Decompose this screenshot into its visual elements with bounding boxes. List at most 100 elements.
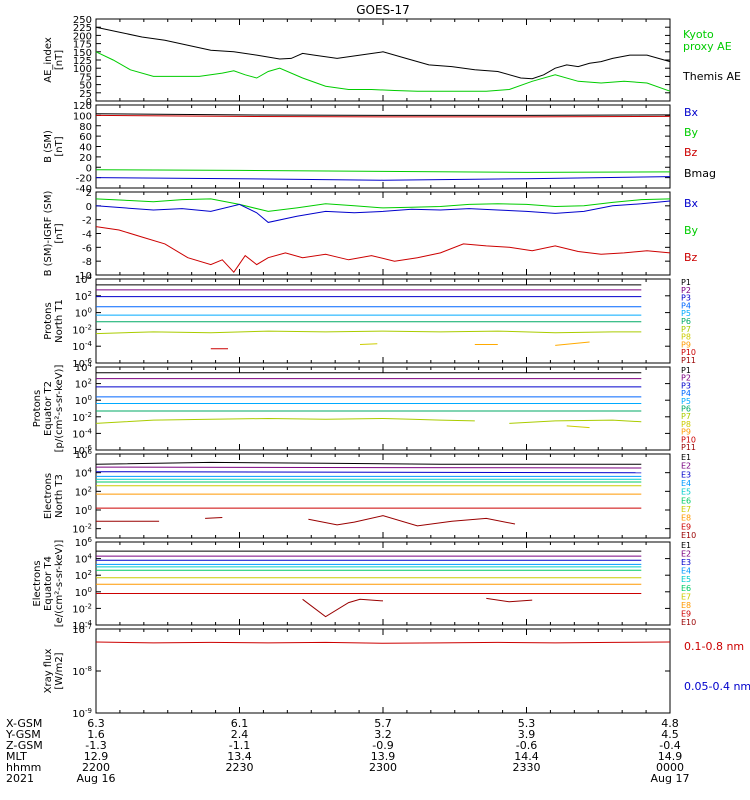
panel-frame [95, 541, 671, 626]
y-tick-label: 10-8 [72, 665, 92, 678]
y-tick-label: 104 [75, 273, 93, 286]
y-tick-label: 10-4 [72, 427, 92, 440]
legend-entry: E2 [681, 462, 691, 471]
y-tick-label: 10-7 [72, 623, 92, 636]
series-line-bx [95, 200, 671, 223]
legend-entry: P7 [681, 325, 691, 334]
panel-bres: -10 -8 -6 -4 -2 0 2 B (SM)-IGRF (SM) [nT] Bx By Bz [43, 188, 699, 282]
panel-frame [95, 366, 671, 451]
legend-entry: 0.05-0.4 nm [684, 680, 750, 693]
x-tick-label: 14.4 [514, 750, 539, 763]
legend-entry: P3 [681, 381, 691, 390]
legend-entry: P5 [681, 397, 691, 406]
legend-entry: E4 [681, 567, 691, 576]
y-axis-label: [nT] [54, 136, 65, 156]
y-tick-label: 0 [86, 202, 92, 213]
series-line-themis-ae [95, 26, 671, 80]
y-tick-label: 50 [79, 81, 92, 92]
series-line-bmag [95, 113, 671, 116]
legend-entry: E8 [681, 601, 691, 610]
y-axis-label: Electrons [43, 473, 54, 519]
x-tick-label: 4.8 [661, 717, 679, 730]
series-line-by [95, 169, 671, 173]
legend-entry: P3 [681, 294, 691, 303]
y-axis-label: North T1 [54, 299, 65, 343]
legend-entry: Bmag [684, 167, 716, 180]
panel-pn: 10-6 10-4 10-2 100 102 104 Protons North T1 P1P2… [43, 273, 696, 370]
x-row-label: 2021 [6, 772, 34, 785]
y-tick-label: 0 [86, 97, 92, 108]
legend-entry: P2 [681, 374, 691, 383]
legend-entry: E3 [681, 470, 691, 479]
x-tick-label: 3.2 [374, 728, 392, 741]
x-tick-label: 13.4 [227, 750, 252, 763]
x-row-label: MLT [6, 750, 27, 763]
legend-entry: E3 [681, 558, 691, 567]
x-tick-label: 13.9 [371, 750, 396, 763]
y-tick-label: 225 [73, 23, 92, 34]
legend-entry: P9 [681, 340, 691, 349]
legend-entry: E10 [681, 618, 696, 627]
x-row-label: X-GSM [6, 717, 42, 730]
series-line-bx [95, 176, 671, 181]
legend-entry: P8 [681, 420, 691, 429]
series-line-p9 [555, 341, 590, 346]
x-tick-label: -1.1 [229, 739, 250, 752]
legend-entry: proxy AE [683, 40, 732, 53]
chart-title: GOES-17 [356, 3, 410, 17]
x-tick-label: 6.3 [87, 717, 105, 730]
legend-entry: E1 [681, 541, 691, 550]
y-tick-label: 75 [79, 72, 92, 83]
x-tick-label: -0.4 [659, 739, 680, 752]
x-tick-label: 12.9 [84, 750, 109, 763]
panel-frame [95, 278, 671, 364]
series-line-e1 [95, 461, 642, 465]
legend-entry: Kyoto [683, 28, 714, 41]
series-line-kyoto-proxy-ae [95, 51, 671, 92]
x-tick-label: 5.3 [518, 717, 536, 730]
y-tick-label: 200 [73, 31, 92, 42]
legend-entry: Bx [684, 197, 699, 210]
legend-entry: E5 [681, 575, 691, 584]
legend-entry: P1 [681, 278, 691, 287]
y-axis-label: [e/(cm²-s-sr-keV)] [54, 540, 65, 628]
legend-entry: E7 [681, 505, 691, 514]
x-tick-label: 4.5 [661, 728, 679, 741]
y-tick-label: 10-6 [72, 444, 92, 457]
legend-entry: P8 [681, 333, 691, 342]
y-tick-label: 10-2 [72, 411, 92, 424]
y-tick-label: 104 [75, 467, 93, 480]
panel-frame [95, 453, 671, 539]
legend-entry: P1 [681, 366, 691, 375]
y-tick-label: 60 [79, 132, 92, 143]
legend-entry: P11 [681, 443, 696, 452]
y-axis-label: North T3 [54, 474, 65, 518]
x-row-label: hhmm [6, 761, 41, 774]
x-tick-label: 14.9 [658, 750, 683, 763]
series-line-p7 [509, 419, 642, 424]
x-tick-label: 2200 [82, 761, 110, 774]
x-tick-label: 0000 [656, 761, 684, 774]
y-tick-label: 100 [75, 504, 92, 517]
y-tick-label: 25 [79, 89, 92, 100]
y-tick-label: 20 [79, 153, 92, 164]
panel-xray: 10-9 10-8 10-7 Xray flux [W/m2] 0.1-0.8 nm 0.0… [43, 623, 750, 720]
panel-frame [95, 191, 671, 276]
series-line-p8 [359, 343, 378, 345]
y-axis-label: [nT] [54, 223, 65, 243]
legend-entry: P11 [681, 356, 696, 365]
y-tick-label: 40 [79, 143, 92, 154]
series-line-p8 [566, 425, 590, 429]
y-tick-label: 0 [86, 163, 92, 174]
legend-entry: E8 [681, 514, 691, 523]
series-line-by [95, 198, 671, 212]
y-tick-label: 150 [73, 48, 92, 59]
legend-entry: P4 [681, 301, 691, 310]
legend-entry: E6 [681, 496, 691, 505]
legend-entry: P5 [681, 309, 691, 318]
series-line-e10 [308, 515, 516, 527]
legend-entry: P2 [681, 286, 691, 295]
legend-entry: E10 [681, 531, 696, 540]
y-tick-label: 102 [75, 569, 92, 582]
y-tick-label: 102 [75, 290, 92, 303]
